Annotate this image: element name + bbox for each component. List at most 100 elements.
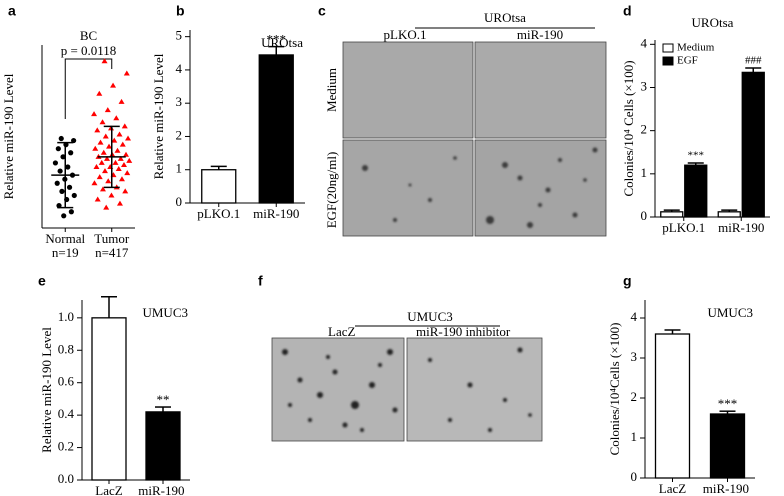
y-tick-label: 0.6 bbox=[58, 374, 75, 389]
y-tick-label: 0 bbox=[176, 194, 183, 209]
x-tick-label: LacZ bbox=[659, 481, 686, 496]
point bbox=[110, 82, 117, 88]
micrograph bbox=[271, 337, 405, 442]
row-label: EGF(20ng/ml) bbox=[324, 152, 339, 229]
colonies bbox=[282, 347, 532, 432]
y-tick-label: 3 bbox=[176, 94, 183, 109]
inset-label: UMUC3 bbox=[142, 305, 188, 320]
inset-label: UMUC3 bbox=[707, 305, 753, 320]
point bbox=[68, 209, 74, 215]
y-tick-label: 4 bbox=[176, 61, 183, 76]
point bbox=[118, 98, 125, 104]
point bbox=[93, 164, 100, 169]
bar bbox=[717, 211, 741, 218]
y-axis-label: Colonies/10⁴Cells (×100) bbox=[607, 323, 622, 456]
x-tick-label: Normal bbox=[45, 231, 85, 246]
point bbox=[98, 159, 105, 165]
bar bbox=[660, 211, 684, 218]
image-title: UROtsa bbox=[484, 10, 526, 25]
point bbox=[108, 192, 115, 198]
legend-swatch bbox=[662, 43, 674, 53]
significance: *** bbox=[718, 396, 738, 411]
x-tick-label: miR-190 inhibitor bbox=[703, 481, 752, 496]
point bbox=[119, 141, 126, 147]
colonies bbox=[362, 147, 598, 228]
point bbox=[91, 111, 98, 117]
panel-letter: c bbox=[318, 3, 326, 19]
point bbox=[91, 180, 98, 186]
point bbox=[124, 170, 131, 176]
x-tick-label: LacZ bbox=[95, 483, 122, 496]
point bbox=[99, 119, 106, 125]
point bbox=[103, 204, 110, 210]
point bbox=[96, 174, 103, 180]
significance: *** bbox=[688, 150, 705, 162]
column-label: miR-190 bbox=[517, 27, 563, 42]
point bbox=[57, 168, 63, 174]
point bbox=[125, 135, 132, 141]
micrograph bbox=[406, 337, 543, 442]
point bbox=[105, 178, 112, 184]
bar bbox=[201, 169, 237, 204]
legend-label: Medium bbox=[677, 42, 715, 54]
point bbox=[104, 107, 111, 113]
bar bbox=[258, 54, 294, 204]
point bbox=[59, 188, 65, 194]
point bbox=[100, 149, 107, 155]
sample-size: n=417 bbox=[95, 245, 129, 260]
y-tick-label: 1 bbox=[641, 165, 648, 180]
point bbox=[121, 123, 128, 129]
point bbox=[114, 147, 121, 153]
point bbox=[123, 70, 130, 76]
bar bbox=[709, 413, 746, 479]
point bbox=[55, 146, 61, 152]
point bbox=[52, 160, 59, 166]
y-tick-label: 4 bbox=[631, 309, 638, 324]
point bbox=[123, 151, 130, 157]
significance: ** bbox=[157, 392, 170, 407]
point bbox=[106, 143, 113, 149]
legend-swatch bbox=[662, 56, 674, 66]
point bbox=[66, 184, 73, 190]
column-label: miR-190 inhibitor bbox=[416, 324, 511, 339]
chart-title: BC bbox=[80, 28, 97, 43]
y-tick-label: 0 bbox=[641, 208, 648, 223]
point bbox=[118, 176, 125, 182]
micrograph-grid bbox=[342, 41, 607, 237]
bar bbox=[91, 317, 127, 481]
column-label: LacZ bbox=[328, 324, 355, 339]
point bbox=[115, 166, 122, 172]
sample-size: n=19 bbox=[52, 245, 79, 260]
point bbox=[117, 155, 124, 161]
y-tick-label: 2 bbox=[641, 122, 648, 137]
point bbox=[111, 137, 118, 143]
y-axis-label: Colonies/10⁴ Cells (×100) bbox=[621, 60, 636, 196]
point bbox=[68, 150, 74, 156]
point bbox=[58, 135, 64, 142]
y-tick-label: 0.4 bbox=[58, 406, 75, 421]
micrograph bbox=[342, 41, 474, 139]
y-tick-label: 0.0 bbox=[58, 471, 74, 486]
column-label: pLKO.1 bbox=[384, 27, 427, 42]
significance: *** bbox=[267, 32, 287, 47]
micrograph-row bbox=[271, 337, 543, 442]
y-tick-label: 1 bbox=[631, 429, 638, 444]
y-axis-label: Relative miR-190 Level bbox=[151, 53, 166, 179]
panel-letter: b bbox=[176, 3, 185, 19]
bar bbox=[654, 333, 691, 479]
point bbox=[94, 127, 101, 133]
point bbox=[116, 200, 123, 206]
chart-title: UROtsa bbox=[692, 15, 734, 30]
point bbox=[116, 131, 123, 137]
y-tick-label: 3 bbox=[641, 78, 648, 93]
y-axis-label: Relative miR-190 Level bbox=[1, 73, 16, 199]
micrograph bbox=[474, 139, 607, 237]
annotation: p = 0.0118 bbox=[61, 43, 117, 58]
point bbox=[103, 155, 110, 161]
point bbox=[54, 180, 60, 186]
point bbox=[102, 133, 109, 139]
y-tick-label: 1.0 bbox=[58, 309, 74, 324]
x-tick-label: miR-190 bbox=[253, 206, 299, 221]
panel-letter: e bbox=[38, 273, 46, 289]
y-tick-label: 1 bbox=[176, 161, 183, 176]
